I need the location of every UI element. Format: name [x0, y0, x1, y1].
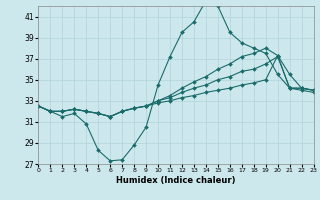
- X-axis label: Humidex (Indice chaleur): Humidex (Indice chaleur): [116, 176, 236, 185]
